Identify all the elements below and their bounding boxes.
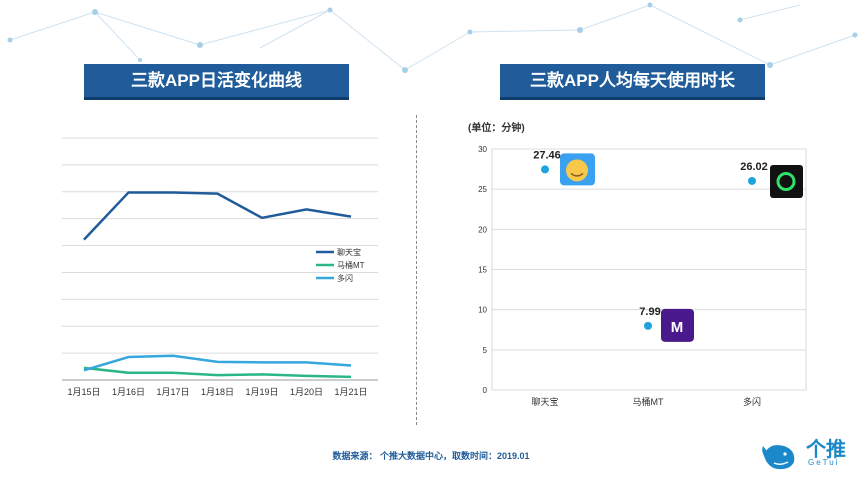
divider [416,115,417,425]
getui-whale-logo [762,445,795,470]
data-label: 27.46 [533,149,561,161]
x-tick-label: 1月16日 [112,387,145,397]
y-tick-label: 5 [483,346,488,355]
data-source-footer: 数据来源： 个推大数据中心，取数时间：2019.01 [332,451,530,461]
data-label: 26.02 [740,161,768,173]
legend-label: 聊天宝 [337,247,361,257]
series-line-2 [83,354,352,372]
x-tick-label: 1月18日 [201,387,234,397]
x-tick-label: 1月17日 [156,387,189,397]
x-tick-label: 1月21日 [334,387,367,397]
series-line-1 [83,366,352,379]
matong-app-icon [661,308,694,342]
brand-sub: GeTui [808,458,840,467]
right-chart-title: 三款APP人均每天使用时长 [500,64,765,100]
data-label: 7.99 [639,306,660,318]
data-point [644,321,652,330]
x-tick-label: 1月20日 [290,387,323,397]
x-tick-label: 聊天宝 [531,396,558,407]
liaotianbao-smile [570,172,584,177]
x-tick-label: 1月19日 [245,387,278,397]
legend-label: 马桶MT [337,260,365,270]
y-tick-label: 0 [483,386,488,395]
x-tick-label: 多闪 [743,396,761,407]
matong-icon-glyph: M [671,319,684,336]
y-tick-label: 25 [478,185,487,194]
unit-label: (单位：分钟) [468,121,525,134]
data-point [541,165,549,174]
duoshan-ring [776,171,796,191]
y-tick-label: 15 [478,266,487,275]
x-tick-label: 马桶MT [633,396,664,407]
duoshan-app-icon [770,164,803,198]
y-tick-label: 10 [478,306,487,315]
liaotianbao-face [566,159,588,182]
legend-label: 多闪 [337,273,353,283]
y-tick-label: 30 [478,145,487,154]
x-tick-label: 1月15日 [67,387,100,397]
y-tick-label: 20 [478,225,487,234]
brand-name: 个推 [806,439,846,461]
left-chart-title: 三款APP日活变化曲线 [84,64,349,100]
data-point [748,176,756,185]
series-line-0 [83,191,352,241]
